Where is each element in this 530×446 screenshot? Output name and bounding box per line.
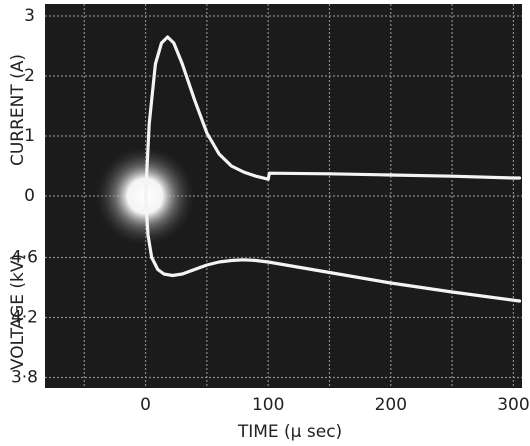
y2-tick-label: 4·6 [11,248,38,268]
y2-tick-label: 4·2 [11,308,38,328]
y-tick-label: 0 [24,186,35,206]
x-tick-label: 0 [140,395,151,415]
y-tick-label: 2 [24,66,35,86]
trace-line [144,35,522,198]
x-tick-label: 300 [497,395,529,415]
x-axis-label: TIME (μ sec) [237,422,342,442]
x-tick-label: 100 [252,395,284,415]
y2-axis-label: VOLTAGE (kV) [8,254,28,370]
trace-line [144,195,522,303]
y-axis-label: CURRENT (A) [8,54,28,166]
x-tick-label: 200 [375,395,407,415]
y-tick-label: 3 [24,6,35,26]
y2-tick-label: 3·8 [11,368,38,388]
y-tick-label: 1 [24,126,35,146]
